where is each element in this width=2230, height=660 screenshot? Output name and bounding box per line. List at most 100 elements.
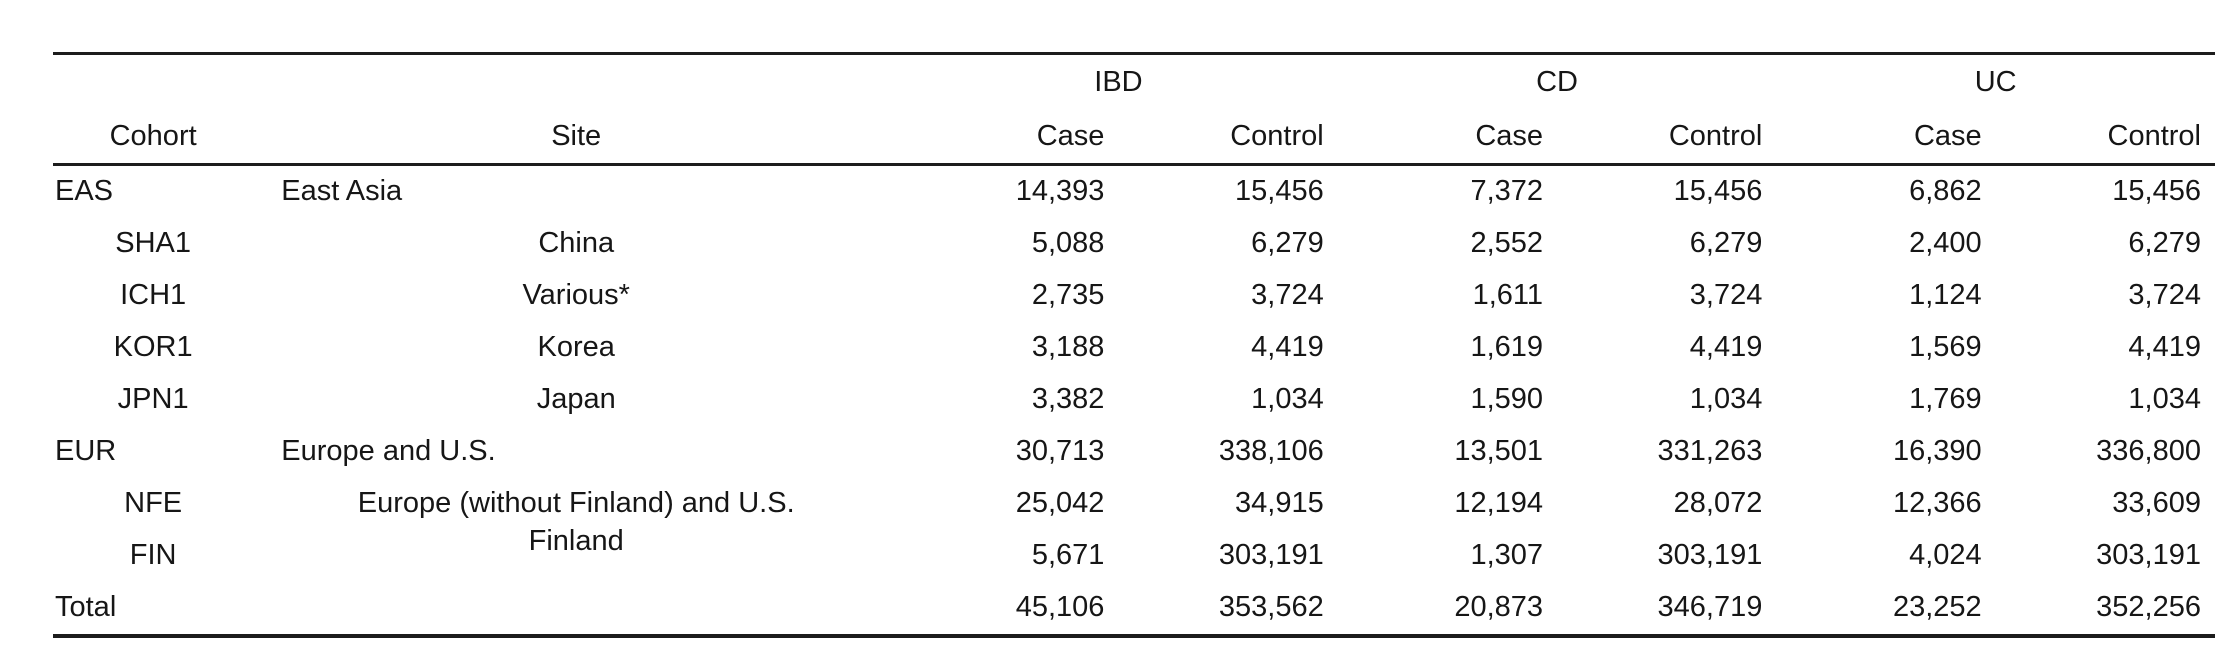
uc-control-cell: 336,800 bbox=[2096, 435, 2201, 468]
column-header-cd-case: Case bbox=[1337, 111, 1558, 166]
uc-case-cell: 2,400 bbox=[1909, 227, 1982, 260]
site-cell: Korea bbox=[537, 331, 615, 364]
spacer-cell bbox=[253, 54, 899, 112]
ibd-control-cell: 3,724 bbox=[1251, 279, 1324, 312]
cd-case-cell: 7,372 bbox=[1470, 175, 1544, 208]
site-cell: Japan bbox=[536, 383, 616, 416]
table-header: IBD CD UC Cohort Site Case Control Case … bbox=[53, 54, 2215, 166]
cd-control-cell: 303,191 bbox=[1657, 539, 1763, 572]
cd-case-cell: 2,552 bbox=[1470, 227, 1544, 260]
cd-control-cell: 346,719 bbox=[1657, 591, 1763, 624]
group-header-uc: UC bbox=[1974, 66, 2017, 99]
ibd-control-cell: 4,419 bbox=[1251, 331, 1324, 364]
uc-control-cell: 4,419 bbox=[2128, 331, 2201, 364]
uc-case-cell: 12,366 bbox=[1892, 487, 1982, 520]
uc-control-cell: 33,609 bbox=[2112, 487, 2201, 520]
cd-case-cell: 1,611 bbox=[1472, 279, 1544, 312]
cd-case-cell: 12,194 bbox=[1454, 487, 1544, 520]
site-cell: China bbox=[538, 227, 615, 260]
site-cell: East Asia bbox=[281, 175, 403, 208]
uc-case-cell: 1,569 bbox=[1909, 331, 1982, 364]
uc-case-cell: 16,390 bbox=[1892, 435, 1982, 468]
table-row: Total 45,106 353,562 20,873 346,719 23,2… bbox=[53, 582, 2215, 636]
ibd-case-cell: 3,188 bbox=[1031, 331, 1105, 364]
group-header-row: IBD CD UC bbox=[53, 54, 2215, 112]
uc-case-cell: 6,862 bbox=[1909, 175, 1982, 208]
cohort-cell: EUR bbox=[55, 435, 117, 468]
ibd-case-cell: 5,088 bbox=[1031, 227, 1105, 260]
column-header-uc-case: Case bbox=[1776, 111, 1996, 166]
cd-case-cell: 1,307 bbox=[1470, 539, 1544, 572]
cohort-cell: EAS bbox=[55, 175, 114, 208]
site-cell: Europe (without Finland) and U.S. bbox=[357, 487, 795, 520]
ibd-control-cell: 303,191 bbox=[1218, 539, 1324, 572]
column-header-cohort: Cohort bbox=[53, 111, 254, 166]
ibd-control-cell: 15,456 bbox=[1235, 175, 1324, 208]
ibd-case-cell: 30,713 bbox=[1015, 435, 1105, 468]
table-row: SHA1 China 5,088 6,279 2,552 6,279 2,400… bbox=[53, 218, 2215, 270]
ibd-case-cell: 25,042 bbox=[1015, 487, 1105, 520]
cd-control-cell: 3,724 bbox=[1689, 279, 1763, 312]
table-row: NFE Europe (without Finland) and U.S. 25… bbox=[53, 478, 2215, 530]
uc-control-cell: 6,279 bbox=[2128, 227, 2201, 260]
ibd-control-cell: 338,106 bbox=[1218, 435, 1324, 468]
cd-control-cell: 1,034 bbox=[1689, 383, 1763, 416]
cd-control-cell: 28,072 bbox=[1673, 487, 1763, 520]
column-header-cd-control: Control bbox=[1557, 111, 1777, 166]
column-header-ibd-case: Case bbox=[899, 111, 1119, 166]
uc-case-cell: 1,124 bbox=[1909, 279, 1982, 312]
group-header-cd: CD bbox=[1536, 66, 1578, 99]
cohort-cell: KOR1 bbox=[113, 331, 193, 364]
cohort-summary-table-wrap: IBD CD UC Cohort Site Case Control Case … bbox=[53, 52, 2215, 638]
ibd-control-cell: 1,034 bbox=[1251, 383, 1324, 416]
cd-case-cell: 13,501 bbox=[1454, 435, 1544, 468]
column-header-site: Site bbox=[253, 111, 900, 166]
ibd-case-cell: 45,106 bbox=[1015, 591, 1105, 624]
uc-case-cell: 23,252 bbox=[1892, 591, 1982, 624]
column-header-row: Cohort Site Case Control Case Control Ca… bbox=[53, 111, 2215, 166]
table-row: ICH1 Various* 2,735 3,724 1,611 3,724 1,… bbox=[53, 270, 2215, 322]
cd-control-cell: 15,456 bbox=[1673, 175, 1763, 208]
ibd-case-cell: 14,393 bbox=[1015, 175, 1105, 208]
column-header-ibd-control: Control bbox=[1118, 111, 1338, 166]
cd-case-cell: 20,873 bbox=[1454, 591, 1544, 624]
site-cell: Europe and U.S. bbox=[281, 435, 496, 468]
uc-control-cell: 1,034 bbox=[2128, 383, 2201, 416]
cohort-cell: JPN1 bbox=[117, 383, 189, 416]
column-header-uc-control: Control bbox=[1995, 111, 2215, 166]
site-cell: Various* bbox=[522, 279, 630, 312]
ibd-case-cell: 3,382 bbox=[1031, 383, 1105, 416]
uc-case-cell: 1,769 bbox=[1909, 383, 1982, 416]
cd-case-cell: 1,590 bbox=[1470, 383, 1544, 416]
table-row: KOR1 Korea 3,188 4,419 1,619 4,419 1,569… bbox=[53, 322, 2215, 374]
ibd-case-cell: 5,671 bbox=[1031, 539, 1105, 572]
uc-control-cell: 352,256 bbox=[2096, 591, 2201, 624]
cd-control-cell: 4,419 bbox=[1689, 331, 1763, 364]
spacer-cell bbox=[53, 54, 253, 112]
site-cell bbox=[253, 582, 899, 636]
ibd-control-cell: 353,562 bbox=[1218, 591, 1324, 624]
cohort-cell: SHA1 bbox=[115, 227, 192, 260]
ibd-control-cell: 6,279 bbox=[1251, 227, 1324, 260]
ibd-case-cell: 2,735 bbox=[1031, 279, 1105, 312]
uc-control-cell: 3,724 bbox=[2128, 279, 2201, 312]
cd-case-cell: 1,619 bbox=[1470, 331, 1544, 364]
cd-control-cell: 6,279 bbox=[1689, 227, 1763, 260]
ibd-control-cell: 34,915 bbox=[1235, 487, 1324, 520]
cohort-cell: Total bbox=[55, 591, 117, 624]
cd-control-cell: 331,263 bbox=[1657, 435, 1763, 468]
table-row: FIN Finland 5,671 303,191 1,307 303,191 … bbox=[53, 525, 2215, 582]
uc-control-cell: 303,191 bbox=[2096, 539, 2201, 572]
group-header-ibd: IBD bbox=[1094, 66, 1143, 99]
site-cell: Finland bbox=[528, 525, 624, 558]
uc-control-cell: 15,456 bbox=[2112, 175, 2201, 208]
cohort-cell: NFE bbox=[124, 487, 183, 520]
table-row: EAS East Asia 14,393 15,456 7,372 15,456… bbox=[53, 165, 2215, 219]
uc-case-cell: 4,024 bbox=[1909, 539, 1982, 572]
cohort-cell: ICH1 bbox=[120, 279, 187, 312]
table-body: EAS East Asia 14,393 15,456 7,372 15,456… bbox=[53, 165, 2215, 637]
table-row: JPN1 Japan 3,382 1,034 1,590 1,034 1,769… bbox=[53, 374, 2215, 426]
table-row: EUR Europe and U.S. 30,713 338,106 13,50… bbox=[53, 426, 2215, 478]
cohort-summary-table: IBD CD UC Cohort Site Case Control Case … bbox=[53, 52, 2215, 638]
